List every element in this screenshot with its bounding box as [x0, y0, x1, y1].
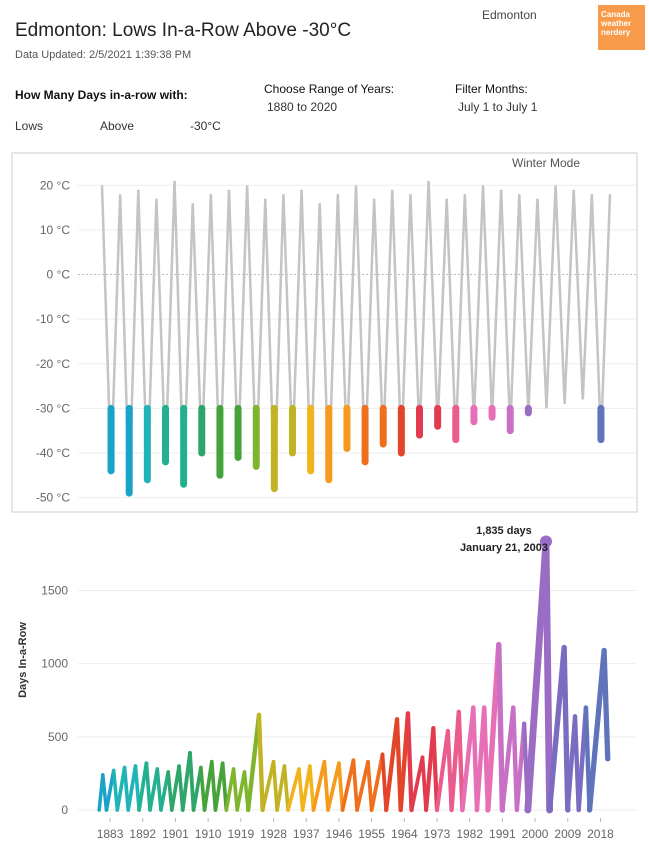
city: Edmonton [482, 8, 537, 22]
y-tick-label: 1000 [41, 657, 68, 671]
streak-segment [148, 767, 160, 812]
question: How Many Days in-a-row with: [15, 88, 188, 102]
streak-segment [431, 725, 440, 813]
x-tick-label: 2000 [522, 827, 549, 841]
logo-box: Canada weather nerdery [598, 5, 645, 50]
temperature-line [100, 180, 612, 494]
months-value[interactable]: July 1 to July 1 [458, 100, 538, 114]
streak-segment [191, 765, 203, 812]
streak-segment [340, 758, 356, 812]
updated: Data Updated: 2/5/2021 1:39:38 PM [15, 49, 192, 61]
streak-segment [245, 712, 262, 813]
streak-segment [235, 770, 247, 812]
streak-segment [460, 705, 476, 813]
x-tick-label: 1910 [195, 827, 222, 841]
streak-segment [586, 647, 607, 813]
streak-segment [405, 711, 414, 813]
streak-segment [337, 761, 345, 812]
months-label: Filter Months: [455, 82, 528, 96]
x-tick-label: 1964 [391, 827, 418, 841]
streak-segment [260, 759, 276, 812]
streak-segment [351, 758, 359, 812]
annotation: 1,835 days [476, 525, 532, 537]
x-tick-label: 1973 [424, 827, 451, 841]
streak-segment [601, 647, 611, 762]
streak-segment [366, 759, 374, 812]
streak-segment [115, 765, 127, 812]
streak-segment [561, 644, 571, 813]
y-tick-label: 0 °C [47, 268, 71, 282]
x-tick-label: 1919 [227, 827, 254, 841]
streak-segment [500, 705, 516, 813]
streak-segment [231, 767, 239, 812]
streak-segment [434, 728, 450, 813]
x-tick-label: 1928 [260, 827, 287, 841]
annotation: Winter Mode [512, 156, 580, 170]
x-tick-label: 1901 [162, 827, 189, 841]
streak-segment [326, 761, 341, 812]
streak-segment [224, 767, 236, 812]
x-tick-label: 1991 [489, 827, 516, 841]
streak-segment [282, 764, 290, 812]
y-tick-label: -30 °C [36, 401, 70, 415]
x-tick-label: 1892 [129, 827, 156, 841]
streak-segment [369, 752, 385, 812]
peak-marker [539, 535, 552, 548]
range-label: Choose Range of Years: [264, 82, 395, 96]
logo: Canada weather nerdery [601, 10, 632, 37]
y-axis-label: Days In-a-Row [17, 622, 29, 698]
y-tick-label: 20 °C [40, 178, 70, 192]
streak-segment [159, 770, 170, 812]
y-tick-label: 0 [61, 803, 68, 817]
streak-segment [155, 767, 163, 812]
streak-segment [220, 761, 229, 812]
streak-segment [542, 538, 554, 814]
streak-segment [355, 759, 370, 812]
y-tick-label: 1500 [41, 584, 68, 598]
y-tick-label: -20 °C [36, 357, 70, 371]
x-tick-label: 1883 [97, 827, 124, 841]
streak-segment [144, 761, 152, 812]
x-tick-label: 2018 [587, 827, 614, 841]
direction[interactable]: Above [100, 119, 135, 133]
range-value[interactable]: 1880 to 2020 [267, 100, 338, 114]
measure[interactable]: Lows [15, 119, 44, 133]
streak-segment [256, 712, 265, 813]
y-tick-label: -50 °C [36, 491, 70, 505]
streak-segment [322, 759, 330, 812]
y-tick-label: 10 °C [40, 223, 70, 237]
x-tick-label: 1982 [456, 827, 483, 841]
streak-segment [271, 759, 280, 812]
y-tick-label: 500 [48, 730, 68, 744]
streak-segment [311, 759, 327, 812]
threshold[interactable]: -30°C [190, 119, 221, 133]
streak-segment [456, 709, 465, 813]
frame [11, 152, 638, 513]
x-tick-label: 2009 [554, 827, 581, 841]
streak-segment [104, 768, 116, 812]
annotation: January 21, 2003 [460, 542, 548, 554]
streak-segment [409, 755, 425, 812]
streak-segment [524, 538, 550, 814]
x-tick-label: 1937 [293, 827, 320, 841]
title: Edmonton: Lows In-a-Row Above -30°C [15, 20, 352, 41]
streak-segment [383, 717, 400, 813]
streak-segment [286, 767, 301, 812]
streak-segment [308, 764, 316, 812]
y-tick-label: -10 °C [36, 312, 70, 326]
streak-segment [546, 644, 567, 813]
x-tick-label: 1955 [358, 827, 385, 841]
streak-segment [496, 641, 506, 813]
streak-segment [188, 751, 196, 812]
x-tick-label: 1946 [326, 827, 353, 841]
y-tick-label: -40 °C [36, 446, 70, 460]
